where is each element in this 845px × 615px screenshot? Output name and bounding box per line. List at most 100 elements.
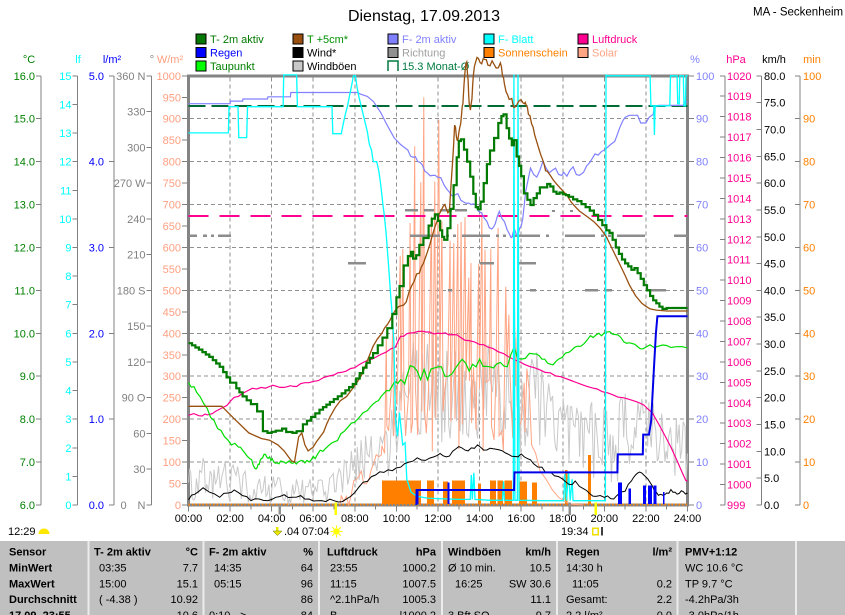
svg-text:86: 86 [301,594,313,606]
svg-text:10.92: 10.92 [170,594,198,606]
svg-text:10.0: 10.0 [764,446,785,458]
svg-text:10: 10 [803,457,815,469]
svg-text:Dienstag, 17.09.2013: Dienstag, 17.09.2013 [348,8,500,25]
svg-text:Windböen: Windböen [448,547,501,559]
svg-text:10: 10 [59,214,71,226]
svg-text:Luftdruck: Luftdruck [592,34,638,46]
svg-text:F- 2m aktiv: F- 2m aktiv [209,547,267,559]
svg-text:0:10 ->: 0:10 -> [209,610,247,615]
svg-text:11.1: 11.1 [530,594,551,606]
svg-text:15.3 Monat-Ø: 15.3 Monat-Ø [402,61,470,73]
svg-text:1004: 1004 [727,398,751,410]
svg-text:MA - Seckenheim: MA - Seckenheim [753,7,843,19]
svg-text:1016: 1016 [727,153,751,165]
svg-text:1010: 1010 [727,275,751,287]
svg-text:SW 30.6: SW 30.6 [509,579,551,591]
svg-text:19:34: 19:34 [561,526,589,538]
svg-text:11:15: 11:15 [330,579,357,591]
svg-text:1011: 1011 [727,255,751,267]
svg-text:80: 80 [696,157,708,169]
svg-text:0: 0 [65,500,71,512]
svg-text:10:00: 10:00 [383,513,411,525]
svg-text:2.0: 2.0 [89,328,104,340]
svg-text:14.0: 14.0 [14,157,35,169]
svg-text:.04: .04 [284,526,299,538]
svg-text:WC 10.6 °C: WC 10.6 °C [685,563,743,575]
svg-text:07:04: 07:04 [302,526,330,538]
svg-text:40.0: 40.0 [764,285,785,297]
svg-text:Durchschnitt: Durchschnitt [9,594,77,606]
svg-text:5: 5 [65,357,71,369]
svg-text:T- 2m aktiv: T- 2m aktiv [210,34,264,46]
svg-text:MinWert: MinWert [9,563,53,575]
svg-text:1000.2: 1000.2 [402,563,436,575]
svg-text:l/m²: l/m² [652,547,672,559]
svg-text:¦1000.2: ¦1000.2 [399,610,436,615]
svg-text:450: 450 [163,307,181,319]
svg-text:km/h: km/h [525,547,551,559]
svg-text:500: 500 [163,285,181,297]
svg-text:50: 50 [803,285,815,297]
svg-text:9: 9 [65,243,71,255]
svg-text:35.0: 35.0 [764,312,785,324]
svg-text:10.0: 10.0 [14,328,35,340]
svg-text:%: % [303,547,313,559]
svg-text:7.7: 7.7 [183,563,198,575]
svg-text:-3.0hPa/1h: -3.0hPa/1h [685,610,739,615]
svg-text:10.6: 10.6 [177,610,198,615]
svg-text:16:25: 16:25 [455,579,483,591]
svg-text:5.0: 5.0 [764,473,779,485]
svg-text:03:35: 03:35 [99,563,127,575]
svg-text:800: 800 [163,157,181,169]
svg-text:1002: 1002 [727,439,751,451]
svg-text:64: 64 [301,563,313,575]
svg-text:0: 0 [696,500,702,512]
svg-text:3.0: 3.0 [89,243,104,255]
svg-text:Solar: Solar [592,48,618,60]
svg-text:15.0: 15.0 [764,420,785,432]
svg-text:150: 150 [163,436,181,448]
svg-text:TP 9.7 °C: TP 9.7 °C [685,579,733,591]
svg-text:999: 999 [727,500,745,512]
svg-text:7.0: 7.0 [20,457,35,469]
svg-text:2.2 l/m²: 2.2 l/m² [566,610,603,615]
svg-text:350: 350 [163,350,181,362]
svg-text:14: 14 [59,99,71,111]
svg-text:10.5: 10.5 [530,563,551,575]
svg-text:850: 850 [163,135,181,147]
svg-text:300: 300 [163,371,181,383]
svg-text:^2.1hPa/h: ^2.1hPa/h [330,594,379,606]
svg-text:Luftdruck: Luftdruck [327,547,379,559]
svg-text:25.0: 25.0 [764,366,785,378]
svg-text:330: 330 [127,107,145,119]
svg-text:1018: 1018 [727,112,751,124]
svg-text:50: 50 [169,479,181,491]
svg-text:100: 100 [803,71,821,83]
svg-text:2: 2 [65,443,71,455]
svg-text:240: 240 [127,214,145,226]
svg-text:08:00: 08:00 [341,513,369,525]
svg-text:1.0: 1.0 [89,414,104,426]
svg-text:1000: 1000 [727,480,751,492]
svg-text:16.0: 16.0 [14,71,35,83]
svg-text:Gesamt:: Gesamt: [566,594,608,606]
svg-text:06:00: 06:00 [299,513,327,525]
svg-text:14:35: 14:35 [214,563,242,575]
svg-text:1009: 1009 [727,296,751,308]
svg-text:Taupunkt: Taupunkt [210,61,255,73]
svg-text:lf: lf [75,54,81,66]
svg-text:30: 30 [696,371,708,383]
svg-text:96: 96 [301,579,313,591]
svg-text:12:00: 12:00 [424,513,452,525]
svg-text:1001: 1001 [727,459,751,471]
svg-text:W/m²: W/m² [157,54,184,66]
svg-text:20: 20 [803,414,815,426]
svg-text:1006: 1006 [727,357,751,369]
svg-text:4.0: 4.0 [89,157,104,169]
svg-text:0: 0 [803,500,809,512]
svg-text:16:00: 16:00 [507,513,535,525]
svg-text:300: 300 [127,142,145,154]
svg-text:50.0: 50.0 [764,232,785,244]
svg-text:T- 2m aktiv: T- 2m aktiv [94,547,152,559]
svg-text:90: 90 [803,114,815,126]
